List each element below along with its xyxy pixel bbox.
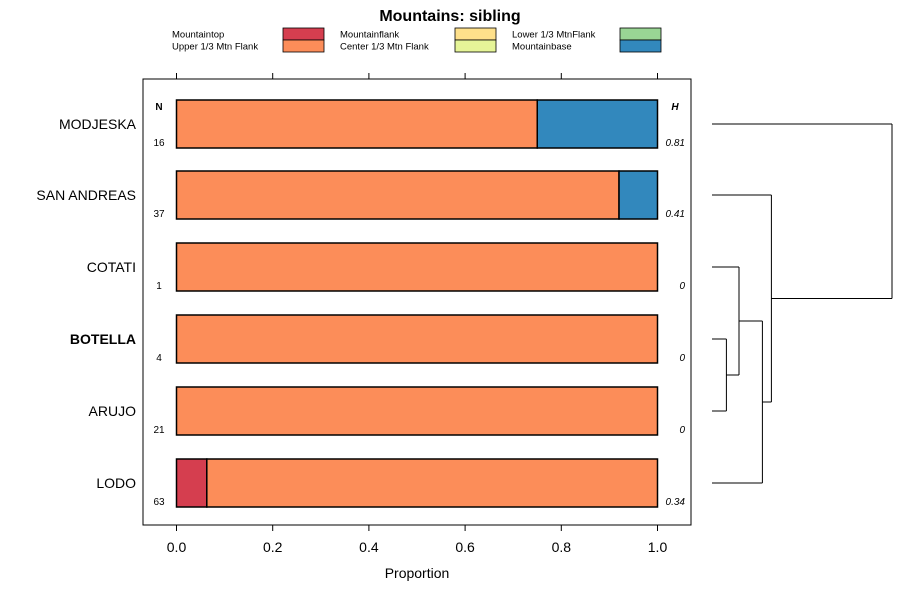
bar-modjeska-seg-0 [175,99,538,149]
legend-label-4: Center 1/3 Mtn Flank [340,42,429,53]
row-labels: MODJESKA 16 0.81 SAN ANDREAS 37 0.41 COTATI 1 0 B… [36,116,685,508]
n-value-0: 16 [153,138,165,149]
bar-arujo-seg-0 [175,386,659,436]
category-label-3: BOTELLA [70,331,136,347]
h-value-4: 0 [679,425,685,436]
legend: Mountaintop Mountainflank Lower 1/3 MtnFla… [172,27,662,53]
x-tick-label-0: 0.0 [167,539,187,555]
bar-san-andreas-seg-0 [175,170,620,220]
legend-swatch-2 [619,27,662,41]
legend-swatch-3 [282,39,325,53]
h-value-2: 0 [679,281,685,292]
legend-label-0: Mountaintop [172,30,224,41]
n-value-4: 21 [153,425,165,436]
n-value-3: 4 [156,353,162,364]
h-value-5: 0.34 [666,497,686,508]
bar-san-andreas-seg-1 [618,170,659,220]
x-axis: 0.0 0.2 0.4 0.6 0.8 1.0 [167,73,668,555]
x-tick-label-4: 0.8 [552,539,572,555]
category-label-1: SAN ANDREAS [36,187,136,203]
plot-panel [142,78,692,526]
category-label-2: COTATI [87,259,136,275]
n-value-2: 1 [156,281,162,292]
n-value-1: 37 [153,209,165,220]
legend-swatch-0 [282,27,325,41]
bar-botella-seg-0 [175,314,659,364]
bar-cotati-seg-0 [175,242,659,292]
h-value-3: 0 [679,353,685,364]
x-tick-label-1: 0.2 [263,539,283,555]
category-label-5: LODO [96,475,136,491]
x-tick-label-2: 0.4 [359,539,379,555]
bar-lodo-seg-0 [175,458,208,508]
category-label-4: ARUJO [89,403,137,419]
bars [175,99,659,508]
h-value-0: 0.81 [666,138,685,149]
chart-title: Mountains: sibling [379,8,520,25]
bar-lodo-seg-1 [206,458,659,508]
x-axis-label: Proportion [385,565,450,581]
legend-swatch-5 [619,39,662,53]
h-column-header: H [671,102,679,113]
legend-label-3: Upper 1/3 Mtn Flank [172,42,258,53]
legend-label-5: Mountainbase [512,42,572,53]
legend-label-1: Mountainflank [340,30,399,41]
dendrogram [712,123,893,484]
legend-swatch-4 [454,39,497,53]
n-column-header: N [155,102,162,113]
x-tick-label-5: 1.0 [648,539,668,555]
n-value-5: 63 [153,497,165,508]
bar-modjeska-seg-1 [536,99,659,149]
h-value-1: 0.41 [666,209,685,220]
legend-swatch-1 [454,27,497,41]
x-tick-label-3: 0.6 [455,539,475,555]
category-label-0: MODJESKA [59,116,137,132]
legend-label-2: Lower 1/3 MtnFlank [512,30,596,41]
